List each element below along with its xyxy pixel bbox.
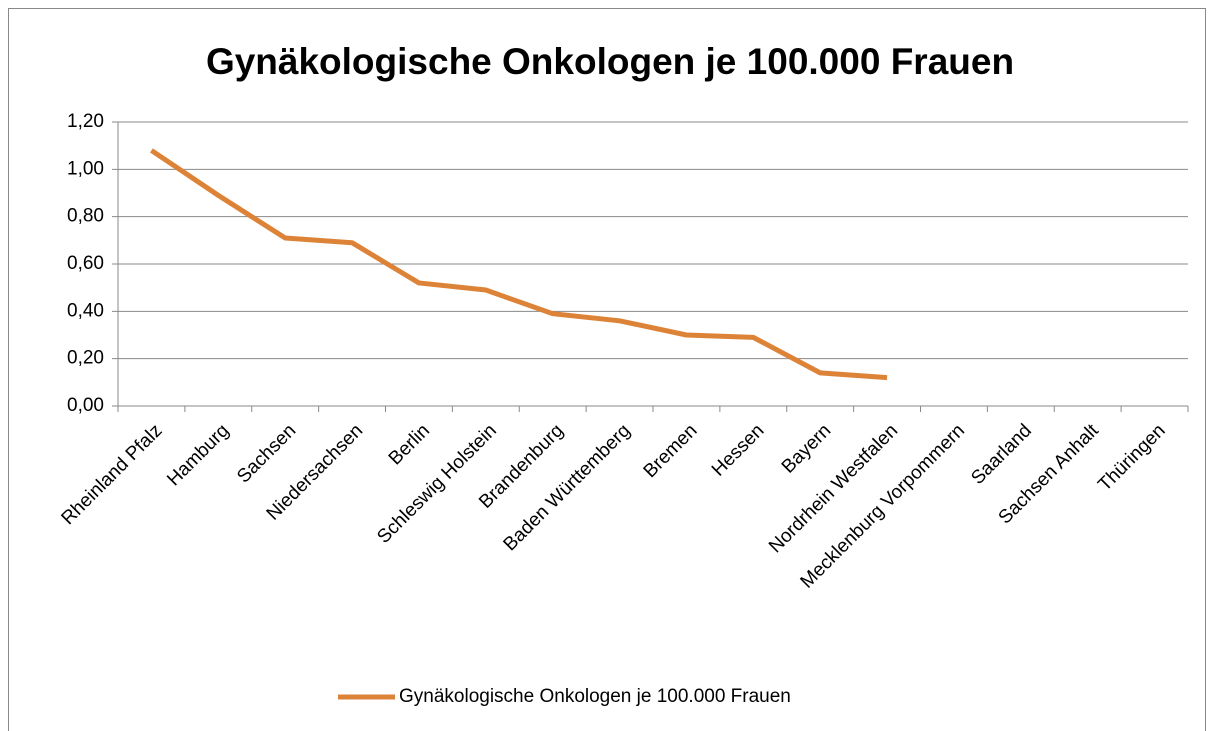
x-tick-label: Bayern [778,420,835,477]
y-tick-label: 0,00 [67,395,104,416]
y-tick-label: 0,20 [67,348,104,369]
x-tick-label: Sachsen [233,420,300,487]
y-tick-label: 1,20 [67,111,104,132]
legend-label: Gynäkologische Onkologen je 100.000 Frau… [399,686,791,707]
x-tick-label: Hessen [708,420,768,480]
chart-title: Gynäkologische Onkologen je 100.000 Frau… [206,41,1014,82]
x-tick-label: Saarland [967,420,1036,489]
x-tick-label: Baden Württemberg [500,420,635,555]
y-tick-label: 1,00 [67,158,104,179]
chart-border [8,8,1206,731]
x-tick-label: Hamburg [163,420,233,490]
y-tick-label: 0,80 [67,206,104,227]
x-tick-label: Thüringen [1094,420,1169,495]
y-tick-label: 0,60 [67,253,104,274]
x-tick-label: Berlin [385,420,434,469]
x-tick-label: Bremen [640,420,702,482]
x-tick-label: Schleswig Holstein [373,420,501,548]
x-tick-label: Rheinland Pfalz [58,420,167,529]
x-tick-label: Nordrhein Westfalen [765,420,902,557]
data-line [150,148,888,381]
y-tick-label: 0,40 [67,300,104,321]
